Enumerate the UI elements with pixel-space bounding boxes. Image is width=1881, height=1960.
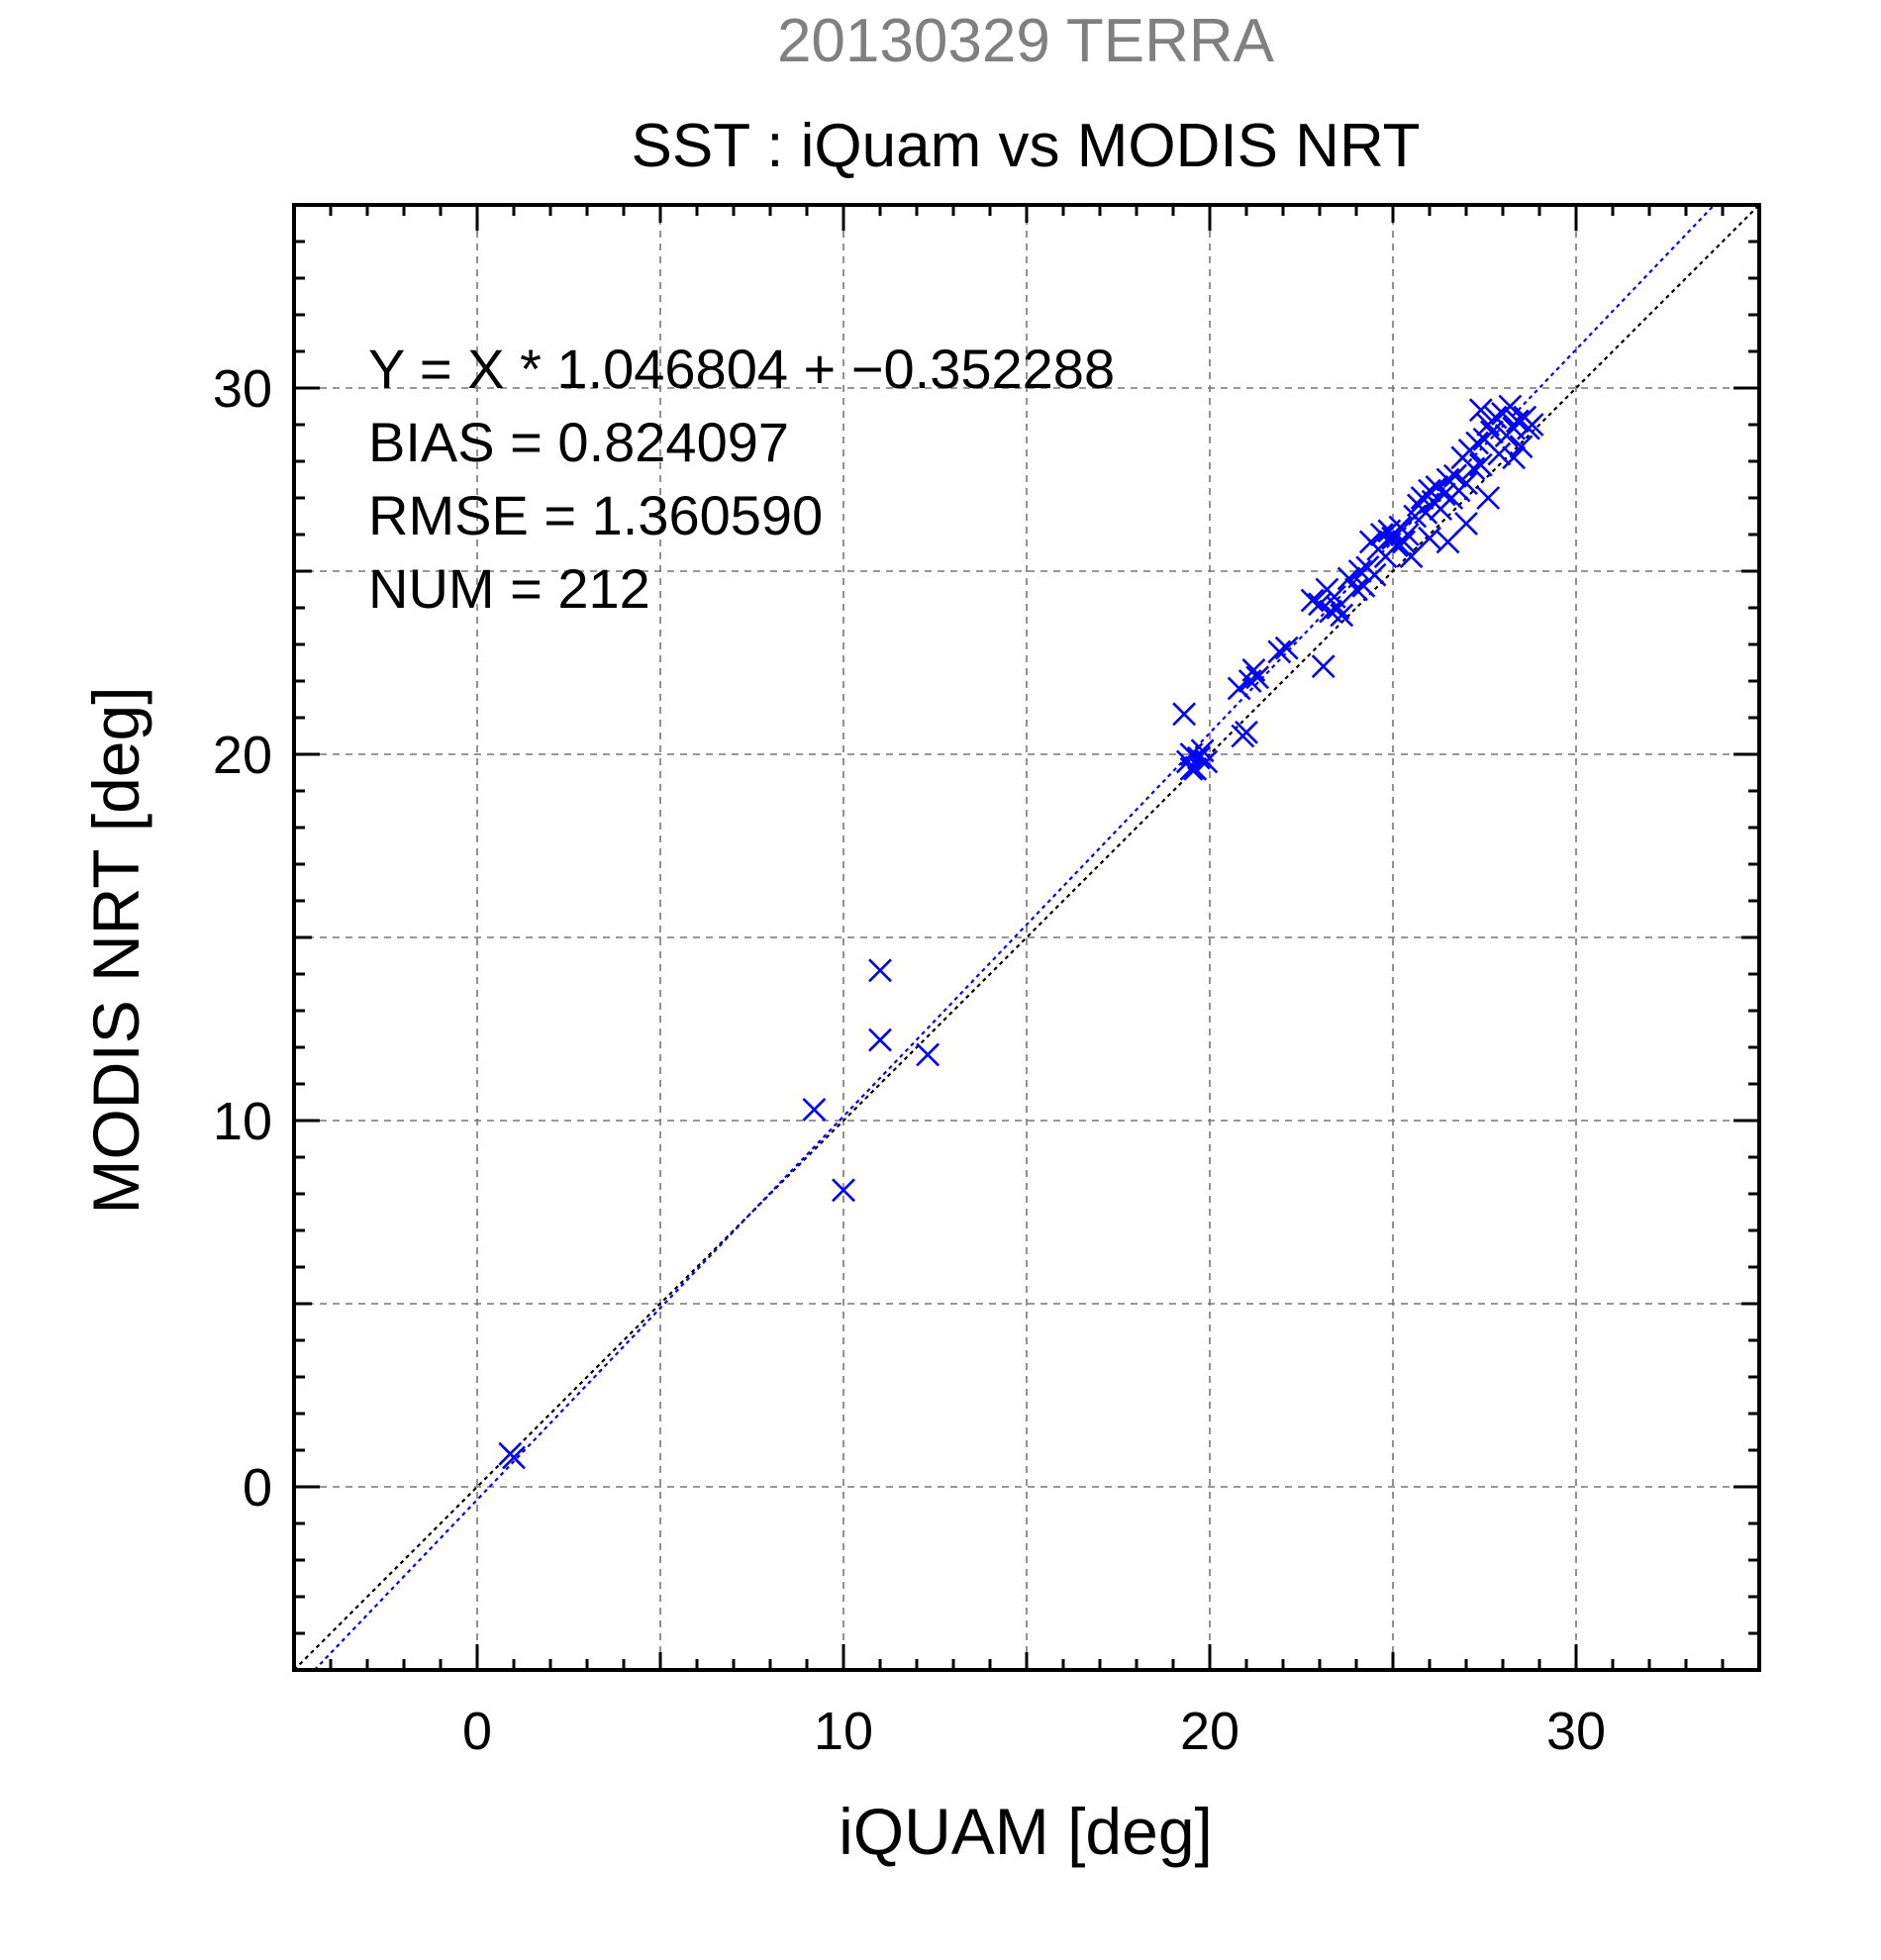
y-axis-label: MODIS NRT [deg] [79,686,152,1214]
data-point [1476,486,1501,510]
data-point [1436,530,1460,554]
data-point [1326,596,1350,620]
data-point [502,1445,526,1470]
data-point [1392,530,1417,554]
x-tick-label: 20 [1180,1702,1239,1761]
data-point [1454,511,1478,536]
data-point [832,1178,855,1203]
rmse-value: RMSE = 1.360590 [368,484,823,546]
identity-line [293,204,1760,1671]
regression-line [313,204,1716,1671]
data-point [1461,456,1486,481]
num-value: NUM = 212 [368,557,650,620]
data-point [1468,398,1493,423]
data-point [1505,409,1530,434]
fit-lines [293,204,1760,1671]
data-point [1414,500,1438,525]
data-point [1274,636,1299,660]
data-point [1245,665,1270,690]
plot-frame [292,203,1761,1672]
data-point [1362,562,1387,587]
data-point [802,1097,827,1122]
data-point [1483,405,1508,430]
chart-supertitle: 20130329 TERRA [777,7,1275,75]
data-point [1347,559,1372,583]
regression-equation: Y = X * 1.046804 + −0.352288 [368,338,1115,400]
data-point [1336,566,1361,591]
data-point [916,1042,940,1067]
data-point [1509,435,1534,459]
data-point [1186,745,1211,770]
data-point [1311,654,1336,679]
x-tick-label: 10 [814,1702,873,1761]
data-point [1487,441,1512,466]
data-point [1344,577,1368,602]
statistics-annotation: Y = X * 1.046804 + −0.352288 BIAS = 0.82… [368,338,1115,620]
data-point [1235,720,1258,744]
data-point [1241,657,1266,682]
data-point [868,1028,892,1052]
y-tick-label: 30 [213,359,272,419]
y-tick-label: 20 [213,726,272,785]
data-point [1267,639,1292,664]
data-point [1194,749,1219,774]
data-point [1498,394,1523,419]
data-point [1465,431,1490,455]
data-point [1520,413,1544,437]
data-point [1330,603,1354,628]
data-point [1172,702,1197,727]
data-point [1179,756,1204,781]
data-point [1395,523,1420,546]
x-tick-labels: 0 10 20 30 [462,1702,1606,1761]
data-point [1442,463,1467,488]
data-markers [498,394,1544,1470]
data-point [1468,452,1493,477]
y-tick-label: 0 [243,1458,272,1518]
data-point [1502,445,1527,470]
data-point [1308,592,1332,617]
data-point [1227,676,1251,701]
y-tick-labels: 0 10 20 30 [213,359,272,1518]
data-point [1432,482,1456,507]
data-point [1454,471,1478,496]
x-tick-label: 30 [1546,1702,1606,1761]
x-axis-label: iQUAM [deg] [839,1795,1213,1868]
data-point [1399,544,1424,569]
y-tick-label: 10 [213,1092,272,1151]
data-point [868,958,892,983]
data-point [1300,588,1325,613]
x-tick-label: 0 [462,1702,492,1761]
data-point [1479,420,1504,444]
data-point [1418,526,1441,550]
chart-title: SST : iQuam vs MODIS NRT [632,112,1421,180]
bias-value: BIAS = 0.824097 [368,411,789,473]
